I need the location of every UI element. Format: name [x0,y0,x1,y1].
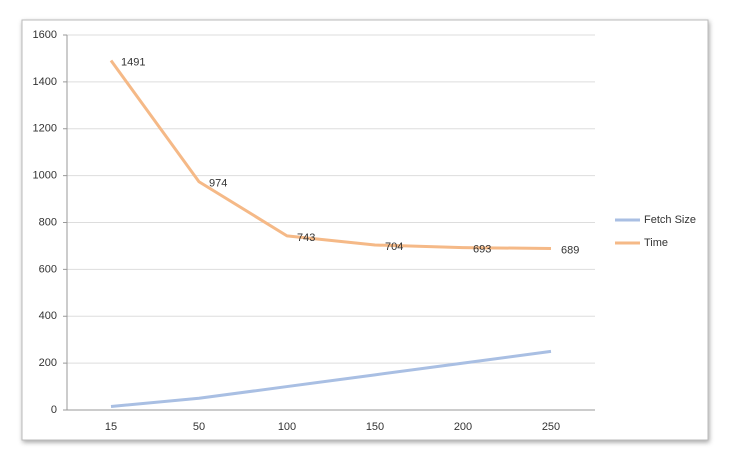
data-label: 1491 [121,56,145,68]
x-tick-label: 150 [366,421,384,433]
y-tick-label: 1000 [33,170,57,182]
y-tick-label: 1400 [33,76,57,88]
y-tick-label: 200 [39,357,57,369]
legend-label: Fetch Size [644,214,696,226]
x-tick-label: 100 [278,421,296,433]
x-tick-label: 200 [454,421,472,433]
x-tick-label: 50 [193,421,205,433]
y-tick-label: 400 [39,310,57,322]
series-line [109,59,552,251]
x-tick-label: 250 [542,421,560,433]
y-tick-label: 0 [51,404,57,416]
y-tick-label: 1600 [33,29,57,41]
data-label: 743 [297,232,315,244]
series-line [110,349,552,408]
y-tick-label: 1200 [33,123,57,135]
y-tick-label: 600 [39,263,57,275]
data-label: 974 [209,178,227,190]
legend-label: Time [644,237,668,249]
data-label: 689 [561,244,579,256]
chart-frame [21,19,709,441]
data-label: 693 [473,243,491,255]
x-tick-label: 15 [105,421,117,433]
y-tick-label: 800 [39,216,57,228]
data-label: 704 [385,241,403,253]
